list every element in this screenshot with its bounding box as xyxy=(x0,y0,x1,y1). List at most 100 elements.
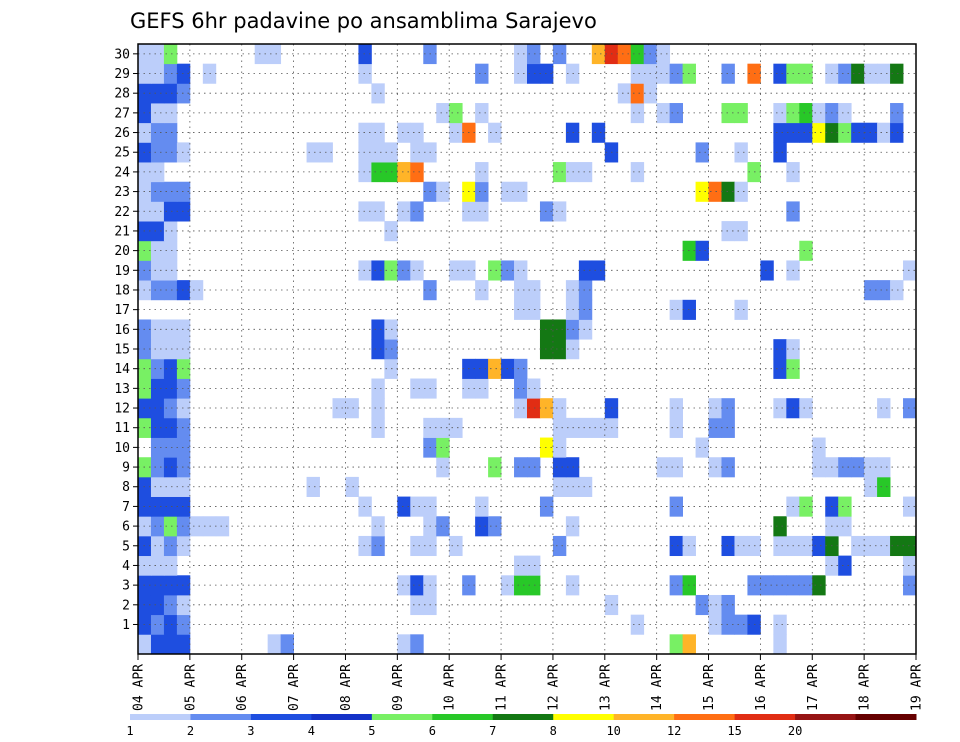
heat-cell xyxy=(397,260,411,281)
heat-cell xyxy=(630,63,645,84)
legend-swatch xyxy=(855,714,917,720)
heat-cell xyxy=(773,122,787,143)
heat-cell xyxy=(527,299,541,320)
heat-cell xyxy=(552,417,567,438)
heat-cell xyxy=(527,457,541,478)
heat-cell xyxy=(150,83,165,104)
heat-cell xyxy=(708,457,722,478)
heat-cell xyxy=(851,457,865,478)
heat-cell xyxy=(150,555,165,576)
heat-cell xyxy=(591,44,606,65)
heat-cell xyxy=(176,417,191,438)
heat-cell xyxy=(150,437,165,458)
heat-cell xyxy=(163,614,178,635)
heat-cell xyxy=(708,594,722,616)
heat-cell xyxy=(150,378,165,399)
heat-cell xyxy=(539,319,554,340)
heat-cell xyxy=(630,83,645,104)
heat-cell xyxy=(799,103,813,124)
y-tick-label: 28 xyxy=(114,87,130,102)
heat-cell xyxy=(838,516,852,537)
heat-cell xyxy=(410,496,424,517)
heat-cell xyxy=(150,457,165,478)
heat-cell xyxy=(630,162,645,183)
heat-cell xyxy=(449,122,463,143)
heat-cell xyxy=(358,260,372,281)
heat-cell xyxy=(150,280,165,301)
heat-cell xyxy=(851,63,865,84)
heat-cell xyxy=(669,496,683,517)
heat-cell xyxy=(695,437,709,458)
heat-cell xyxy=(410,575,424,596)
y-tick-label: 3 xyxy=(122,579,130,594)
heat-cell xyxy=(371,83,385,104)
heat-cell xyxy=(812,122,826,143)
heat-cell xyxy=(591,417,606,438)
heat-cell xyxy=(150,201,165,222)
x-tick-label: 09 APR xyxy=(391,664,406,711)
heat-cell xyxy=(371,319,385,340)
heat-cell xyxy=(176,339,191,360)
heat-cell xyxy=(176,63,191,84)
heat-cell xyxy=(877,122,891,143)
heat-cell xyxy=(514,378,528,399)
heat-cell xyxy=(721,614,735,635)
heat-cell xyxy=(527,63,541,84)
heat-cell xyxy=(176,142,191,163)
heatmap-cells xyxy=(138,44,917,655)
heat-cell xyxy=(552,535,567,557)
heat-cell xyxy=(176,634,191,655)
heat-cell xyxy=(163,142,178,163)
heat-cell xyxy=(695,142,709,163)
heat-cell xyxy=(410,142,424,163)
heat-cell xyxy=(488,516,502,537)
heat-cell xyxy=(552,201,567,222)
heat-cell xyxy=(150,339,165,360)
heat-cell xyxy=(734,103,748,124)
y-tick-label: 13 xyxy=(114,382,130,397)
heat-cell xyxy=(163,339,178,360)
heat-cell xyxy=(163,280,178,301)
heat-cell xyxy=(371,339,385,360)
heat-cell xyxy=(514,181,528,202)
legend-swatch xyxy=(613,714,675,720)
heat-cell xyxy=(150,398,165,419)
heat-cell xyxy=(734,299,748,320)
heat-cell xyxy=(734,535,748,557)
legend-swatch xyxy=(674,714,736,720)
heat-cell xyxy=(812,457,826,478)
heat-cell xyxy=(397,634,411,655)
heat-cell xyxy=(358,44,372,65)
heat-cell xyxy=(163,221,178,242)
y-tick-label: 30 xyxy=(114,47,130,62)
heat-cell xyxy=(176,516,191,537)
heat-cell xyxy=(734,221,748,242)
heat-cell xyxy=(176,181,191,202)
heat-cell xyxy=(514,299,528,320)
heat-cell xyxy=(838,63,852,84)
y-tick-label: 20 xyxy=(114,244,130,259)
heat-cell xyxy=(552,339,567,360)
heat-cell xyxy=(773,63,787,84)
heat-cell xyxy=(475,201,489,222)
heat-cell xyxy=(163,535,178,557)
heat-cell xyxy=(578,476,593,497)
heat-cell xyxy=(488,358,502,379)
heat-cell xyxy=(150,417,165,438)
heat-cell xyxy=(150,535,165,557)
heat-cell xyxy=(838,103,852,124)
heat-cell xyxy=(150,614,165,635)
heat-cell xyxy=(721,535,735,557)
heat-cell xyxy=(527,378,541,399)
legend-label: 20 xyxy=(788,724,802,738)
heat-cell xyxy=(163,319,178,340)
y-tick-label: 18 xyxy=(114,283,130,298)
heat-cell xyxy=(890,63,904,84)
heat-cell xyxy=(578,162,593,183)
heat-cell xyxy=(799,535,813,557)
heat-cell xyxy=(799,122,813,143)
heat-cell xyxy=(656,44,671,65)
heat-cell xyxy=(267,44,282,65)
heat-cell xyxy=(890,535,904,557)
heat-cell xyxy=(163,575,178,596)
